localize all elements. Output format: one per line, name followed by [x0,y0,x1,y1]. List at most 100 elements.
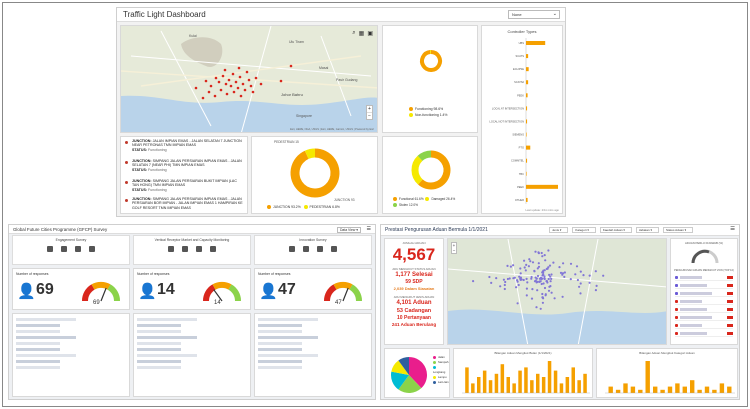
category-bar[interactable] [645,361,650,393]
gauge-icon[interactable] [210,246,216,252]
clipboard-icon[interactable] [168,246,174,252]
monthly-bar[interactable] [541,377,546,393]
monthly-bar[interactable] [571,367,576,393]
list-item[interactable]: JUNCTION: SIMPANG JALAN PERSIARAN IMPIAN… [125,197,243,213]
filter-dropdown[interactable]: Jenis ▾ [549,227,569,233]
pie-slice[interactable] [409,357,427,389]
monthly-bar[interactable] [530,380,534,393]
controller-bar[interactable] [526,184,558,189]
category-bar[interactable] [630,386,636,393]
controller-bar[interactable] [526,41,546,45]
list-item[interactable]: JUNCTION: SIMPANG JALAN PERSIARAN BUKIT … [125,179,243,196]
clipboard-icon[interactable] [289,246,295,252]
pie-slice[interactable] [391,360,409,375]
category-bar[interactable] [660,389,665,393]
chart-icon[interactable] [61,246,67,252]
monthly-bar[interactable] [583,373,587,393]
list-item[interactable]: JUNCTION: JALAN IMPIAN EMAS - JALAN SELA… [125,139,243,156]
category-bar[interactable] [653,386,658,393]
clipboard-icon[interactable] [47,246,53,252]
controller-bar[interactable] [526,119,528,124]
monthly-bar[interactable] [547,361,552,393]
controller-bar[interactable] [526,171,527,176]
list-item[interactable] [675,283,733,289]
filter-dropdown[interactable]: Jabatan ▾ [635,227,659,233]
list-item[interactable] [258,366,302,369]
layers-icon[interactable]: ▦ [358,31,365,37]
list-item[interactable] [16,336,76,339]
monthly-bar[interactable] [465,367,469,393]
pie-slice[interactable] [391,371,409,390]
category-bar[interactable] [690,380,695,393]
list-item[interactable] [258,336,318,339]
chart-icon[interactable] [182,246,188,252]
list-item[interactable] [258,348,302,351]
controller-bar[interactable] [526,80,529,85]
list-item[interactable] [675,307,733,313]
controller-bar[interactable] [526,197,528,202]
list-item[interactable] [137,318,197,321]
category-bar[interactable] [623,383,628,393]
list-item[interactable] [16,342,60,345]
monthly-bar[interactable] [488,380,493,393]
filter-dropdown[interactable]: Kategori ▾ [572,227,596,233]
type-donut-slice[interactable] [304,148,316,159]
type-donut-slice[interactable] [290,148,340,198]
controller-bar[interactable] [526,145,531,150]
list-item[interactable] [675,275,733,281]
list-item[interactable] [258,342,302,345]
monthly-bar[interactable] [512,383,516,393]
list-item[interactable] [258,360,302,363]
monthly-bar[interactable] [559,383,564,393]
monthly-bar[interactable] [494,373,499,393]
zoom-in-button[interactable]: + [452,243,456,248]
monthly-bar[interactable] [477,377,481,393]
controller-bar[interactable] [526,93,528,98]
list-item[interactable] [675,331,733,337]
category-bar[interactable] [712,389,717,393]
pie-slice[interactable] [398,357,409,375]
list-item[interactable] [16,324,60,327]
list-item[interactable] [16,366,60,369]
pie-slice[interactable] [398,375,422,393]
traffic-select[interactable]: None ⌄ [508,10,560,19]
category-bar[interactable] [667,386,673,393]
gauge-icon[interactable] [331,246,337,252]
traffic-map[interactable]: Kulai Johor Bahru Ulu Tiram Pasir Gudang… [120,25,378,133]
table-icon[interactable] [196,246,202,252]
list-item[interactable] [16,330,60,333]
list-item[interactable] [137,342,181,345]
category-bar[interactable] [675,383,680,393]
controller-bar[interactable] [526,158,528,163]
monthly-bar[interactable] [524,367,528,393]
list-item[interactable] [16,354,76,357]
list-item[interactable] [258,330,302,333]
list-item[interactable] [675,323,733,329]
list-item[interactable] [137,324,181,327]
list-item[interactable] [16,318,76,321]
category-bar[interactable] [615,389,621,393]
complaints-map[interactable]: + − [447,238,667,345]
monthly-bar[interactable] [482,370,487,393]
controller-bar[interactable] [526,54,529,59]
monthly-bar[interactable] [577,380,581,393]
zoom-out-button[interactable]: − [452,248,456,253]
category-bar[interactable] [608,386,613,393]
list-item[interactable] [137,366,181,369]
filter-dropdown[interactable]: Status Aduan ▾ [662,227,694,233]
chart-icon[interactable] [303,246,309,252]
gauge-icon[interactable] [89,246,95,252]
monthly-bar[interactable] [553,370,558,393]
controller-bar[interactable] [526,132,527,137]
category-bar[interactable] [638,389,643,393]
controller-bar[interactable] [526,106,528,111]
condition-donut-slice[interactable] [411,155,423,185]
list-item[interactable]: JUNCTION: SIMPANG JALAN PERSIARAN IMPIAN… [125,159,243,176]
survey-view-button[interactable]: Data View ▾ [336,227,361,233]
monthly-bar[interactable] [471,383,475,393]
condition-donut-slice[interactable] [418,150,451,190]
list-item[interactable] [258,354,318,357]
list-item[interactable] [16,348,60,351]
basemap-icon[interactable]: ▣ [367,31,373,37]
zoom-out-button[interactable]: − [367,112,372,119]
